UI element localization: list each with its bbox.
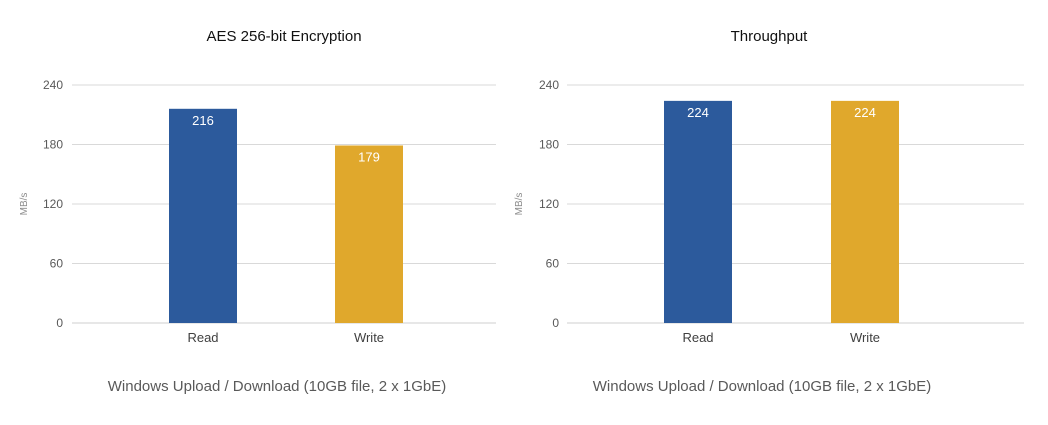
- data-label: 179: [358, 149, 380, 164]
- y-tick-label: 180: [539, 138, 559, 152]
- bar-read: [664, 100, 732, 323]
- y-tick-label: 180: [43, 138, 63, 152]
- data-label: 224: [854, 105, 876, 120]
- category-label: Read: [187, 330, 218, 345]
- bar-read: [169, 108, 237, 323]
- y-tick-label: 240: [43, 78, 63, 92]
- y-tick-label: 0: [56, 316, 63, 330]
- x-axis-label: Windows Upload / Download (10GB file, 2 …: [108, 378, 447, 395]
- y-tick-label: 240: [539, 78, 559, 92]
- y-tick-label: 60: [50, 257, 64, 271]
- x-axis-label: Windows Upload / Download (10GB file, 2 …: [593, 378, 932, 395]
- chart-title: Throughput: [731, 28, 809, 45]
- chart-title: AES 256-bit Encryption: [206, 28, 361, 45]
- data-label: 224: [687, 105, 709, 120]
- bar-write: [335, 145, 403, 323]
- data-label: 216: [192, 113, 214, 128]
- y-tick-label: 60: [546, 257, 560, 271]
- category-label: Read: [682, 330, 713, 345]
- bar-write: [831, 100, 899, 323]
- y-tick-label: 120: [43, 197, 63, 211]
- category-label: Write: [354, 330, 384, 345]
- y-axis-label: MB/s: [514, 193, 525, 216]
- category-label: Write: [850, 330, 880, 345]
- y-tick-label: 0: [552, 316, 559, 330]
- y-tick-label: 120: [539, 197, 559, 211]
- y-axis-label: MB/s: [19, 193, 30, 216]
